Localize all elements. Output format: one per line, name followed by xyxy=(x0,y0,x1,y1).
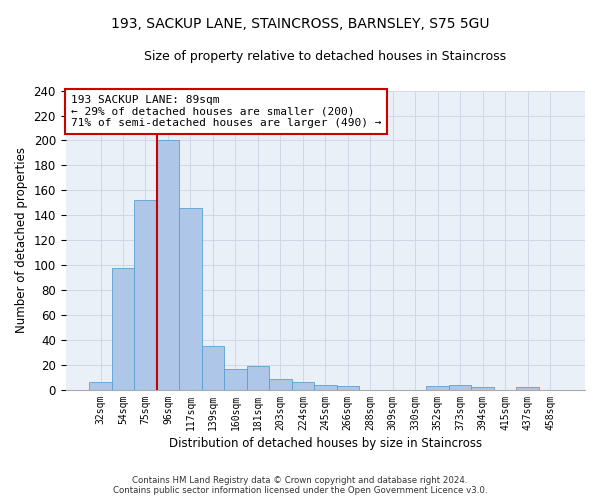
Bar xyxy=(202,346,224,390)
X-axis label: Distribution of detached houses by size in Staincross: Distribution of detached houses by size … xyxy=(169,437,482,450)
Text: Contains HM Land Registry data © Crown copyright and database right 2024.
Contai: Contains HM Land Registry data © Crown c… xyxy=(113,476,487,495)
Bar xyxy=(269,378,292,390)
Bar xyxy=(427,386,449,390)
Bar xyxy=(292,382,314,390)
Bar xyxy=(314,385,337,390)
Text: 193, SACKUP LANE, STAINCROSS, BARNSLEY, S75 5GU: 193, SACKUP LANE, STAINCROSS, BARNSLEY, … xyxy=(111,18,489,32)
Bar xyxy=(472,388,494,390)
Bar xyxy=(179,208,202,390)
Bar xyxy=(89,382,112,390)
Bar xyxy=(247,366,269,390)
Title: Size of property relative to detached houses in Staincross: Size of property relative to detached ho… xyxy=(144,50,506,63)
Bar xyxy=(112,268,134,390)
Text: 193 SACKUP LANE: 89sqm
← 29% of detached houses are smaller (200)
71% of semi-de: 193 SACKUP LANE: 89sqm ← 29% of detached… xyxy=(71,95,382,128)
Bar xyxy=(337,386,359,390)
Bar xyxy=(134,200,157,390)
Bar xyxy=(224,368,247,390)
Y-axis label: Number of detached properties: Number of detached properties xyxy=(15,147,28,333)
Bar xyxy=(517,388,539,390)
Bar xyxy=(449,385,472,390)
Bar xyxy=(157,140,179,390)
